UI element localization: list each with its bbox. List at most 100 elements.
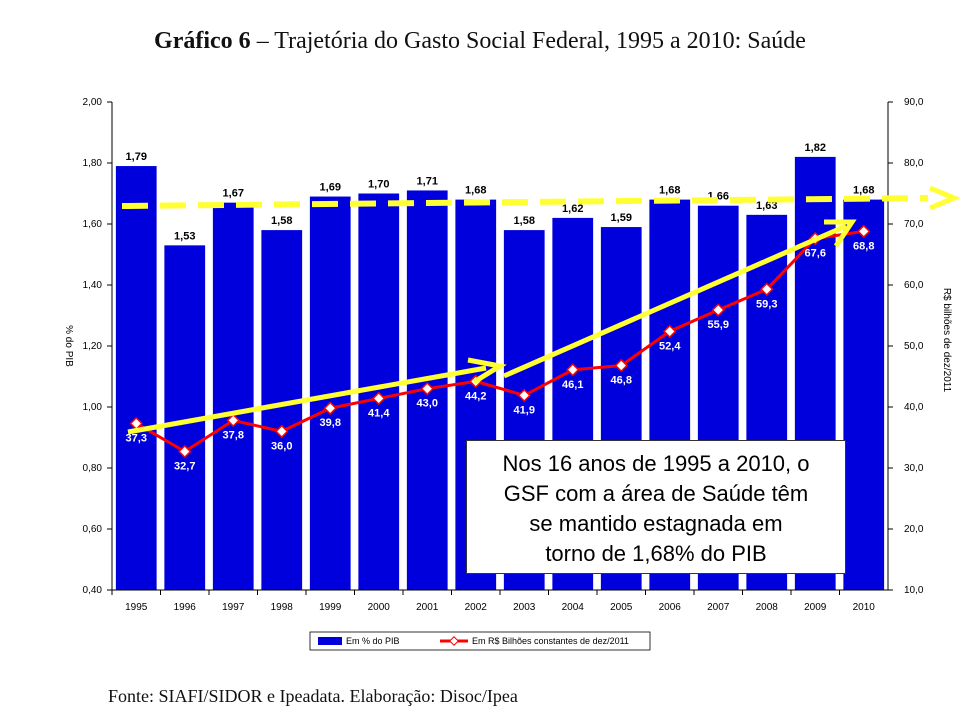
legend-box <box>309 631 651 651</box>
legend-bar-label: Em % do PIB <box>346 636 400 646</box>
bar-value-label: 1,58 <box>271 215 292 227</box>
line-value-label: 67,6 <box>805 248 826 260</box>
right-axis-title: R$ bilhões de dez/2011 <box>941 288 952 393</box>
callout-box: Nos 16 anos de 1995 a 2010, o GSF com a … <box>466 440 846 574</box>
right-tick-label: 30,0 <box>904 463 924 474</box>
legend-line-marker <box>449 636 459 646</box>
bar-value-label: 1,67 <box>223 188 244 200</box>
bar-value-label: 1,68 <box>659 185 680 197</box>
callout-line-1: Nos 16 anos de 1995 a 2010, o <box>502 451 810 476</box>
line-point <box>711 303 725 317</box>
bar-value-label: 1,59 <box>611 212 632 224</box>
left-tick-label: 1,20 <box>83 341 103 352</box>
line-series <box>135 229 864 454</box>
x-tick-label: 2004 <box>562 602 585 613</box>
bar-value-label: 1,71 <box>417 175 438 187</box>
line-value-label: 41,4 <box>368 407 390 419</box>
bar-value-label: 1,70 <box>368 179 389 191</box>
x-tick-label: 2003 <box>513 602 536 613</box>
x-tick-label: 1999 <box>319 602 342 613</box>
line-value-label: 46,8 <box>611 375 632 387</box>
left-tick-label: 1,00 <box>83 402 103 413</box>
left-tick-label: 1,60 <box>83 219 103 230</box>
legend: Em % do PIB Em R$ Bilhões constantes de d… <box>309 631 651 651</box>
bar <box>212 202 254 590</box>
right-tick-label: 50,0 <box>904 341 924 352</box>
bar <box>115 166 157 591</box>
line-value-label: 55,9 <box>708 319 729 331</box>
x-tick-label: 2005 <box>610 602 633 613</box>
left-tick-label: 2,00 <box>83 97 103 108</box>
line-value-label: 37,3 <box>126 432 147 444</box>
bar-value-label: 1,79 <box>126 151 147 163</box>
line-value-label: 36,0 <box>271 440 292 452</box>
x-tick-label: 2000 <box>368 602 391 613</box>
line-point <box>420 381 434 396</box>
bar-value-label: 1,68 <box>465 185 486 197</box>
bar-value-label: 1,82 <box>805 142 826 154</box>
x-tick-label: 2009 <box>804 602 827 613</box>
bar-value-label: 1,53 <box>174 230 195 242</box>
arrow-1-shaft <box>127 365 487 435</box>
callout-line-4: torno de 1,68% do PIB <box>545 541 767 566</box>
right-tick-label: 70,0 <box>904 219 924 230</box>
x-tick-label: 2002 <box>465 602 488 613</box>
line-point <box>372 391 386 406</box>
line-value-label: 39,8 <box>320 417 341 429</box>
dashed-average-line <box>121 195 929 209</box>
x-tick-label: 2001 <box>416 602 439 613</box>
line-point <box>226 413 240 428</box>
bar-value-label: 1,69 <box>320 182 341 194</box>
legend-bar-swatch <box>318 637 342 645</box>
line-point <box>178 444 192 459</box>
callout-line-2: GSF com a área de Saúde têm <box>503 481 809 506</box>
left-tick-label: 1,40 <box>83 280 103 291</box>
left-tick-label: 0,60 <box>83 524 103 535</box>
bar <box>261 230 303 590</box>
callout-line-3: se mantido estagnada em <box>529 511 783 536</box>
line-point <box>323 401 337 415</box>
left-tick-label: 0,80 <box>83 463 103 474</box>
source-note: Fonte: SIAFI/SIDOR e Ipeadata. Elaboraçã… <box>108 686 518 706</box>
x-tick-label: 2008 <box>756 602 779 613</box>
line-point <box>517 388 531 403</box>
x-tick-label: 1996 <box>174 602 197 613</box>
chart-title: Gráfico 6 – Trajetória do Gasto Social F… <box>0 28 960 55</box>
line-value-label: 46,1 <box>562 379 583 391</box>
right-tick-label: 10,0 <box>904 585 924 596</box>
right-tick-label: 80,0 <box>904 158 924 169</box>
bar <box>843 199 885 590</box>
line-value-label: 43,0 <box>417 398 438 410</box>
line-point <box>129 416 143 431</box>
arrow-1-head <box>467 357 507 385</box>
left-tick-label: 1,80 <box>83 158 103 169</box>
x-tick-label: 2007 <box>707 602 730 613</box>
x-tick-label: 2010 <box>853 602 876 613</box>
line-value-label: 41,9 <box>514 404 535 416</box>
arrow-2-head <box>824 219 857 248</box>
line-value-label: 52,4 <box>659 340 681 352</box>
line-value-label: 68,8 <box>853 240 874 252</box>
bar-value-label: 1,68 <box>853 185 874 197</box>
left-tick-label: 0,40 <box>83 585 103 596</box>
line-value-label: 37,8 <box>223 429 244 441</box>
line-value-label: 32,7 <box>174 461 195 473</box>
line-point <box>614 358 628 373</box>
right-tick-label: 90,0 <box>904 97 924 108</box>
dashed-arrowhead <box>929 185 960 211</box>
bar-value-label: 1,63 <box>756 200 777 212</box>
right-tick-label: 60,0 <box>904 280 924 291</box>
bar-value-label: 1,58 <box>514 215 535 227</box>
x-tick-label: 1995 <box>125 602 148 613</box>
line-point <box>857 224 871 239</box>
line-point <box>275 424 289 439</box>
line-value-label: 44,2 <box>465 390 486 402</box>
line-point <box>663 324 677 339</box>
x-tick-label: 2006 <box>659 602 682 613</box>
right-tick-label: 20,0 <box>904 524 924 535</box>
line-point <box>566 363 580 377</box>
x-tick-label: 1998 <box>271 602 294 613</box>
line-value-label: 59,3 <box>756 298 777 310</box>
title-bold: Gráfico 6 <box>154 28 251 54</box>
